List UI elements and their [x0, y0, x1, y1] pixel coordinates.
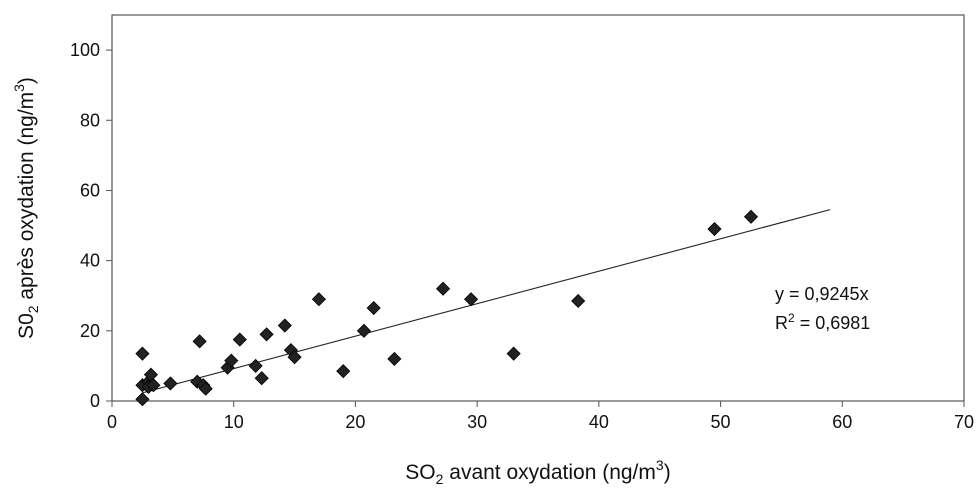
x-axis-ticks: 0 10 20 30 40 50 60 70	[107, 401, 974, 432]
data-point	[366, 300, 381, 316]
data-point	[146, 378, 161, 393]
trend-equation: y = 0,9245x	[775, 284, 869, 304]
y-axis-title: S02 après oxydation (ng/m3)	[11, 77, 41, 339]
data-point	[506, 346, 521, 361]
y-tick-label: 60	[80, 180, 100, 200]
y-axis-title-subscript: 2	[25, 305, 41, 313]
r-squared-label: R2 = 0,6981	[775, 311, 870, 333]
y-axis-title-pre: S0	[15, 313, 38, 339]
data-point	[232, 332, 247, 347]
x-axis-title-superscript: 3	[656, 457, 664, 473]
data-point	[435, 281, 451, 296]
data-point	[336, 364, 351, 379]
x-axis-title-subscript: 2	[436, 471, 444, 487]
data-point	[356, 323, 372, 338]
data-point	[192, 334, 207, 349]
y-tick-label: 0	[90, 391, 100, 411]
data-point	[287, 350, 302, 365]
y-tick-label: 80	[80, 110, 100, 130]
x-tick-label: 20	[345, 412, 365, 432]
data-point	[163, 376, 178, 391]
r-squared-exponent: 2	[788, 311, 795, 325]
data-point	[135, 392, 150, 407]
x-tick-label: 0	[107, 412, 117, 432]
data-point	[198, 381, 213, 396]
data-point	[259, 327, 274, 342]
data-point	[463, 292, 479, 307]
y-axis-title-post: )	[15, 77, 38, 84]
x-axis-title-pre: SO	[405, 461, 435, 484]
data-point	[277, 318, 292, 333]
data-point	[248, 358, 263, 373]
r-squared-r: R	[775, 313, 788, 333]
x-tick-label: 50	[711, 412, 731, 432]
data-points	[135, 209, 759, 407]
y-tick-label: 100	[70, 40, 100, 60]
y-axis-title-mid: après oxydation (ng/m	[15, 92, 38, 306]
y-axis-ticks: 0 20 40 60 80 100	[70, 40, 112, 411]
data-point	[311, 292, 326, 307]
data-point	[387, 351, 402, 366]
x-tick-label: 40	[589, 412, 609, 432]
trendline	[142, 209, 831, 394]
x-tick-label: 60	[832, 412, 852, 432]
x-axis-title: SO2 avant oxydation (ng/m3)	[405, 457, 670, 487]
data-point	[224, 353, 239, 368]
y-axis-title-superscript: 3	[11, 84, 27, 92]
x-axis-title-post: )	[664, 461, 671, 484]
x-tick-label: 10	[224, 412, 244, 432]
x-tick-label: 30	[467, 412, 487, 432]
y-tick-label: 20	[80, 321, 100, 341]
data-point	[571, 293, 586, 309]
x-axis-title-mid: avant oxydation (ng/m	[443, 461, 655, 484]
data-point	[135, 346, 150, 361]
y-tick-label: 40	[80, 251, 100, 271]
data-point	[743, 209, 759, 224]
r-squared-value: = 0,6981	[795, 313, 871, 333]
x-tick-label: 70	[954, 412, 974, 432]
data-point	[254, 371, 269, 386]
plot-area-frame	[111, 14, 965, 402]
data-point	[707, 221, 722, 237]
